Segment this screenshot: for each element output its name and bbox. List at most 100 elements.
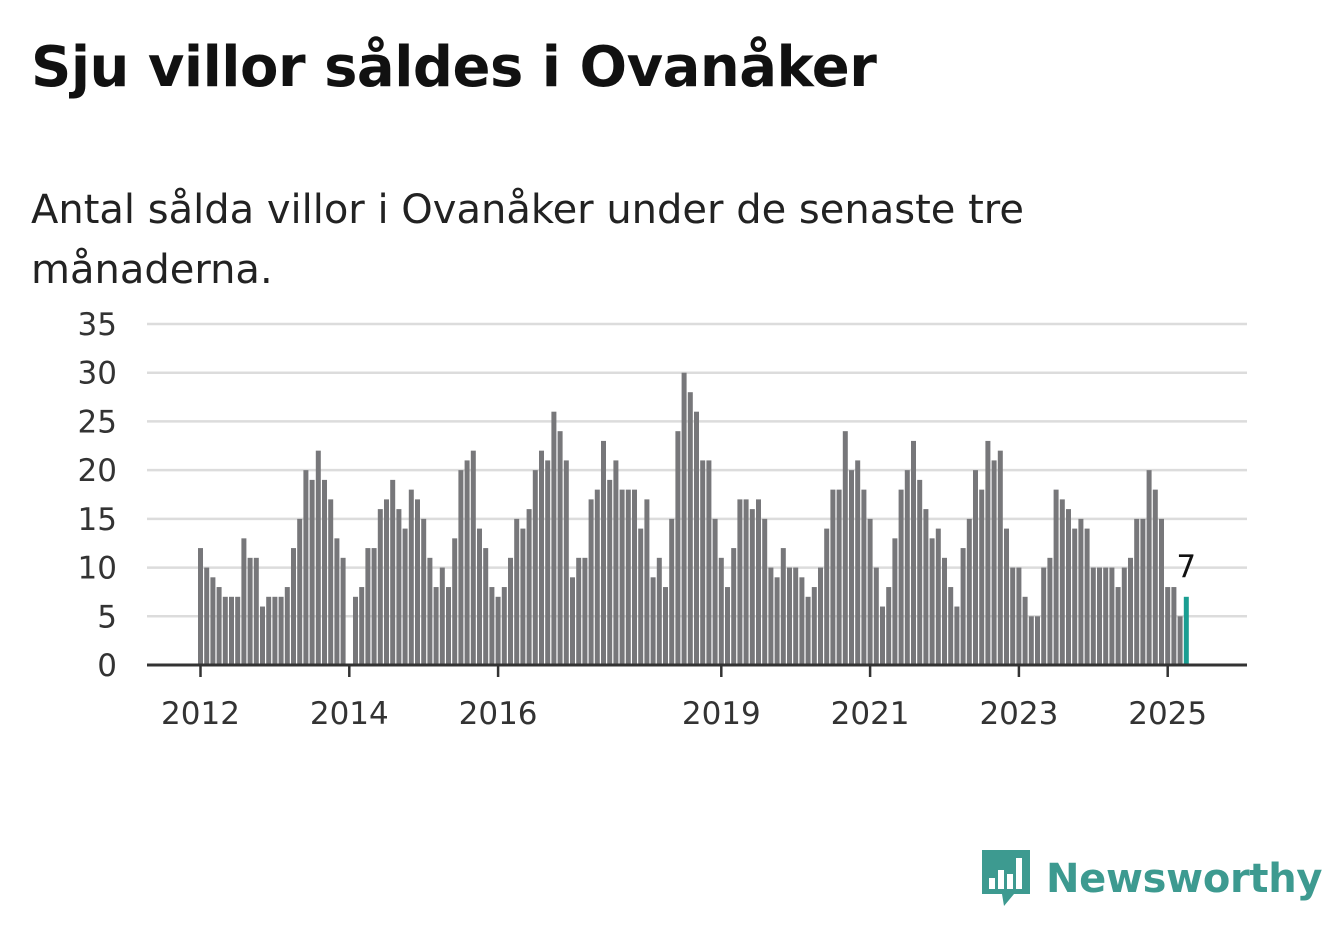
- bar: [694, 411, 699, 665]
- bar: [756, 499, 761, 665]
- bar: [508, 557, 513, 665]
- bar: [514, 518, 520, 665]
- bar: [1128, 557, 1133, 665]
- bar: [1103, 567, 1109, 665]
- bar: [470, 450, 476, 665]
- bar: [315, 450, 321, 665]
- bar: [706, 460, 712, 665]
- bar: [917, 479, 923, 665]
- bar: [328, 499, 334, 665]
- bar: [799, 577, 805, 665]
- bar: [477, 528, 482, 665]
- bar: [774, 577, 780, 665]
- bar: [904, 470, 910, 665]
- bar: [762, 518, 768, 665]
- bar: [198, 548, 203, 665]
- bar: [588, 499, 594, 665]
- bar: [1047, 557, 1053, 665]
- bar: [911, 440, 916, 665]
- bar: [712, 518, 718, 665]
- bar: [1072, 528, 1078, 665]
- bar: [291, 548, 296, 665]
- bar: [421, 518, 427, 665]
- newsworthy-logo: Newsworthy: [980, 848, 1322, 910]
- bar: [402, 528, 408, 665]
- bar: [570, 577, 575, 665]
- bar: [260, 606, 265, 665]
- bar: [1022, 596, 1028, 665]
- bar: [805, 596, 811, 665]
- bar: [1041, 567, 1047, 665]
- bar: [222, 596, 228, 665]
- bar: [520, 528, 526, 665]
- bar: [960, 548, 966, 665]
- bar: [204, 567, 210, 665]
- bar: [1010, 567, 1016, 665]
- bar: [1090, 567, 1096, 665]
- bar: [638, 528, 644, 665]
- bar: [849, 470, 854, 665]
- bar: [551, 411, 557, 665]
- bar: [687, 392, 693, 665]
- bar: [359, 587, 365, 665]
- y-tick-label: 10: [78, 551, 117, 587]
- bar: [663, 587, 668, 665]
- bar: [433, 587, 439, 665]
- bar: [253, 557, 259, 665]
- bar: [1004, 528, 1009, 665]
- y-tick-label: 30: [78, 356, 117, 392]
- bar: [235, 596, 241, 665]
- bar: [532, 470, 538, 665]
- bar: [1059, 499, 1065, 665]
- bar: [644, 499, 650, 665]
- bar: [539, 450, 544, 665]
- bar: [340, 557, 346, 665]
- bar: [942, 557, 947, 665]
- bar: [731, 548, 737, 665]
- x-tick-label: 2021: [831, 696, 910, 732]
- bar: [483, 548, 489, 665]
- bar: [545, 460, 551, 665]
- bar: [793, 567, 799, 665]
- bar: [377, 509, 383, 665]
- bar: [1146, 470, 1152, 665]
- bar: [836, 489, 842, 665]
- bar: [1152, 489, 1158, 665]
- bar: [446, 587, 451, 665]
- bar: [700, 460, 706, 665]
- bar: [334, 538, 340, 665]
- bar: [501, 587, 507, 665]
- bar: [278, 596, 284, 665]
- bar: [489, 587, 495, 665]
- bar: [526, 509, 532, 665]
- bar: [1078, 518, 1084, 665]
- bar: [576, 557, 582, 665]
- x-tick-label: 2016: [459, 696, 538, 732]
- bar: [495, 596, 501, 665]
- y-tick-label: 25: [78, 404, 117, 440]
- bar: [1035, 616, 1040, 665]
- bar: [1121, 567, 1127, 665]
- bar: [985, 440, 991, 665]
- bar: [309, 479, 315, 665]
- bar: [811, 587, 817, 665]
- bar: [923, 509, 929, 665]
- bar: [619, 489, 625, 665]
- bar: [886, 587, 892, 665]
- bar: [935, 528, 941, 665]
- bar: [582, 557, 588, 665]
- bar: [408, 489, 414, 665]
- chart-title: Sju villor såldes i Ovanåker: [31, 35, 877, 100]
- bar: [873, 567, 879, 665]
- bar: [929, 538, 935, 665]
- bar: [563, 460, 569, 665]
- bar: [954, 606, 960, 665]
- bar: [272, 596, 278, 665]
- bar: [1171, 587, 1177, 665]
- y-tick-label: 35: [78, 307, 117, 343]
- bar: [601, 440, 606, 665]
- bar: [656, 557, 662, 665]
- bar: [557, 431, 563, 665]
- bar: [1177, 616, 1183, 665]
- bar: [458, 470, 464, 665]
